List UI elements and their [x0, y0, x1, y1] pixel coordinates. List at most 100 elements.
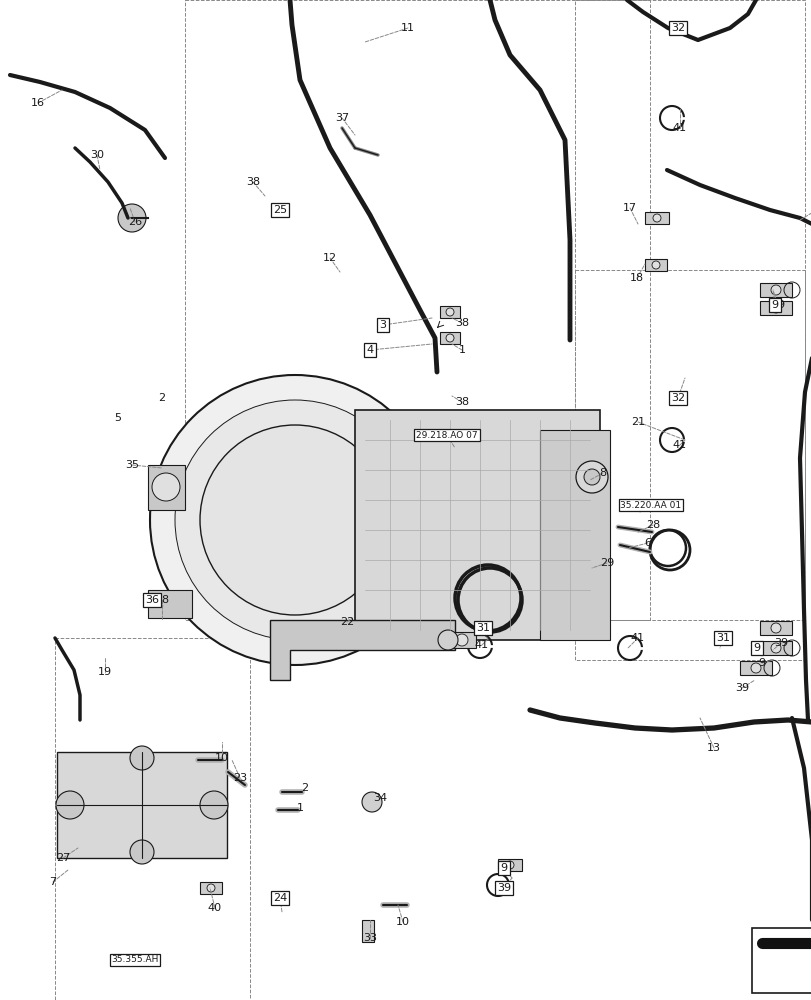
Text: 9: 9	[500, 863, 507, 873]
Text: 31: 31	[475, 623, 489, 633]
Text: 38: 38	[454, 397, 469, 407]
Circle shape	[130, 840, 154, 864]
Text: 1: 1	[458, 345, 465, 355]
Polygon shape	[644, 212, 668, 224]
Text: 40: 40	[208, 903, 221, 913]
Text: 13: 13	[706, 743, 720, 753]
Circle shape	[505, 861, 513, 869]
Text: 39: 39	[734, 683, 748, 693]
Text: 19: 19	[98, 667, 112, 677]
Circle shape	[130, 746, 154, 770]
Circle shape	[770, 285, 780, 295]
Text: 16: 16	[31, 98, 45, 108]
Bar	[574, 0, 804, 620]
Text: 33: 33	[363, 933, 376, 943]
Circle shape	[56, 791, 84, 819]
Polygon shape	[759, 641, 791, 655]
Text: 11: 11	[401, 23, 414, 33]
Polygon shape	[759, 301, 791, 315]
Text: 10: 10	[215, 753, 229, 763]
Circle shape	[750, 663, 760, 673]
Text: 39: 39	[770, 300, 784, 310]
Bar	[751, 928, 811, 993]
Circle shape	[652, 214, 660, 222]
Bar	[185, 0, 649, 620]
Circle shape	[215, 440, 375, 600]
Circle shape	[207, 884, 215, 892]
Polygon shape	[759, 283, 791, 297]
Text: 35.220.AA 01: 35.220.AA 01	[620, 500, 680, 510]
Text: 31: 31	[715, 633, 729, 643]
Polygon shape	[148, 590, 191, 618]
Circle shape	[150, 375, 440, 665]
Circle shape	[200, 425, 389, 615]
Text: 10: 10	[396, 917, 410, 927]
Text: 23: 23	[233, 773, 247, 783]
Text: 8: 8	[599, 468, 606, 478]
Polygon shape	[440, 306, 460, 318]
Text: 30: 30	[90, 150, 104, 160]
Text: 32: 32	[670, 23, 684, 33]
Text: 6: 6	[644, 538, 650, 548]
Text: 32: 32	[670, 393, 684, 403]
Text: 21: 21	[630, 417, 644, 427]
Text: 24: 24	[272, 893, 287, 903]
Polygon shape	[759, 621, 791, 635]
Text: 2: 2	[158, 393, 165, 403]
Circle shape	[456, 634, 467, 646]
Text: 39: 39	[773, 638, 787, 648]
Polygon shape	[270, 620, 454, 680]
Circle shape	[651, 261, 659, 269]
Circle shape	[770, 303, 780, 313]
Circle shape	[118, 204, 146, 232]
Circle shape	[175, 400, 414, 640]
Text: 38: 38	[454, 318, 469, 328]
Text: 2: 2	[301, 783, 308, 793]
Text: 27: 27	[56, 853, 70, 863]
Polygon shape	[440, 332, 460, 344]
Circle shape	[575, 461, 607, 493]
Text: 38: 38	[155, 595, 169, 605]
Polygon shape	[644, 259, 666, 271]
Polygon shape	[354, 410, 599, 640]
Polygon shape	[148, 465, 185, 510]
Text: 29.218.AO 07: 29.218.AO 07	[416, 430, 477, 440]
Text: 29: 29	[599, 558, 613, 568]
Circle shape	[583, 469, 599, 485]
Text: 22: 22	[340, 617, 354, 627]
Text: 4: 4	[366, 345, 373, 355]
Text: 18: 18	[629, 273, 643, 283]
Polygon shape	[739, 661, 771, 675]
Circle shape	[362, 792, 381, 812]
Text: 9: 9	[753, 643, 760, 653]
Text: 41: 41	[672, 123, 686, 133]
Text: 41: 41	[672, 440, 686, 450]
Text: 9: 9	[757, 658, 765, 668]
Text: 35: 35	[125, 460, 139, 470]
Text: 37: 37	[334, 113, 349, 123]
Text: 41: 41	[630, 633, 644, 643]
Polygon shape	[497, 859, 521, 871]
Polygon shape	[200, 882, 221, 894]
Text: 34: 34	[372, 793, 387, 803]
Text: 9: 9	[770, 300, 778, 310]
Bar	[574, 270, 804, 660]
Polygon shape	[57, 752, 227, 858]
Text: 28: 28	[645, 520, 659, 530]
Polygon shape	[448, 632, 475, 648]
Text: 35.355.AH: 35.355.AH	[111, 955, 158, 964]
Text: 39: 39	[496, 883, 510, 893]
Text: 7: 7	[49, 877, 57, 887]
Text: 3: 3	[379, 320, 386, 330]
Bar	[55, 638, 250, 1000]
Text: 17: 17	[622, 203, 637, 213]
Polygon shape	[539, 430, 609, 640]
Text: 26: 26	[128, 217, 142, 227]
Text: 38: 38	[246, 177, 260, 187]
Text: 36: 36	[145, 595, 159, 605]
Circle shape	[770, 643, 780, 653]
Text: 41: 41	[474, 640, 488, 650]
Circle shape	[200, 791, 228, 819]
Text: 25: 25	[272, 205, 287, 215]
Circle shape	[445, 308, 453, 316]
